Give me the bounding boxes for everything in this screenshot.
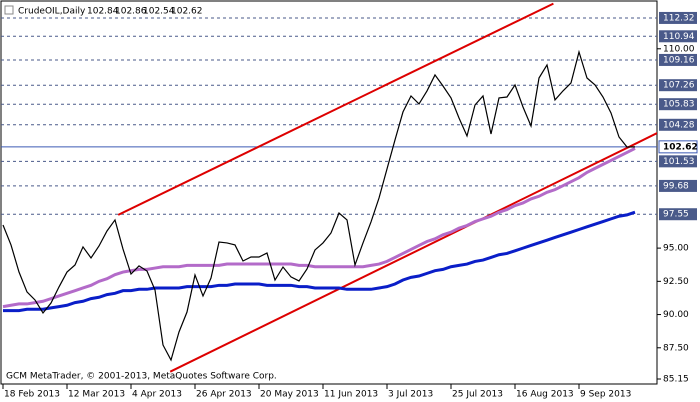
level-label-box — [659, 11, 697, 24]
moving-average — [2, 147, 636, 309]
level-label-box — [659, 155, 697, 168]
level-label: 97.55 — [663, 210, 689, 220]
ohlc-open: 102.84 — [87, 7, 119, 17]
footer: GCM MetaTrader, © 2001-2013, MetaQuotes … — [6, 372, 277, 382]
ohlc-close: 102.62 — [171, 7, 203, 17]
level-label: 107.26 — [663, 81, 695, 91]
level-label: 109.16 — [663, 55, 695, 65]
x-tick-label: 9 Sep 2013 — [580, 390, 631, 400]
plot-area — [1, 2, 657, 373]
level-label-box — [659, 179, 697, 192]
y-tick-label: 85.15 — [663, 375, 689, 385]
x-tick-label: 25 Jul 2013 — [452, 390, 503, 400]
y-tick-label: 110.00 — [663, 44, 695, 54]
trend-line — [169, 132, 657, 373]
x-tick-label: 26 Apr 2013 — [196, 390, 252, 400]
level-label: 104.28 — [663, 120, 695, 130]
level-label-box — [659, 79, 697, 92]
y-tick-label: 95.00 — [663, 244, 689, 254]
level-label-box — [659, 53, 697, 66]
x-tick-label: 3 Jul 2013 — [388, 390, 433, 400]
symbol-icon — [4, 5, 14, 15]
y-tick-label: 87.50 — [663, 343, 689, 353]
symbol: CrudeOIL,Daily — [18, 7, 86, 17]
x-tick-label: 11 Jun 2013 — [324, 390, 378, 400]
level-label-box — [659, 30, 697, 43]
x-tick-label: 18 Feb 2013 — [4, 390, 60, 400]
ohlc-high: 102.86 — [115, 7, 147, 17]
level-label: 101.53 — [663, 157, 695, 167]
ohlc-low: 102.54 — [143, 7, 175, 17]
level-label: 105.83 — [663, 100, 695, 110]
level-label: 112.32 — [663, 13, 695, 23]
level-label-box — [659, 118, 697, 131]
level-label: 99.68 — [663, 181, 689, 191]
level-label-box — [659, 208, 697, 221]
y-tick-label: 92.50 — [663, 277, 689, 287]
plot-frame — [0, 0, 658, 385]
x-tick-label: 12 Mar 2013 — [68, 390, 125, 400]
x-tick-label: 4 Apr 2013 — [132, 390, 182, 400]
x-tick-label: 16 Aug 2013 — [516, 390, 574, 400]
y-tick-label: 90.00 — [663, 310, 689, 320]
level-label: 110.94 — [663, 32, 695, 42]
current-price-box — [658, 140, 698, 154]
price-line — [2, 49, 636, 362]
level-label-box — [659, 98, 697, 111]
x-tick-label: 20 May 2013 — [260, 390, 319, 400]
trend-line — [117, 2, 554, 216]
current-price-label: 102.62 — [663, 142, 698, 152]
moving-average — [3, 210, 636, 313]
